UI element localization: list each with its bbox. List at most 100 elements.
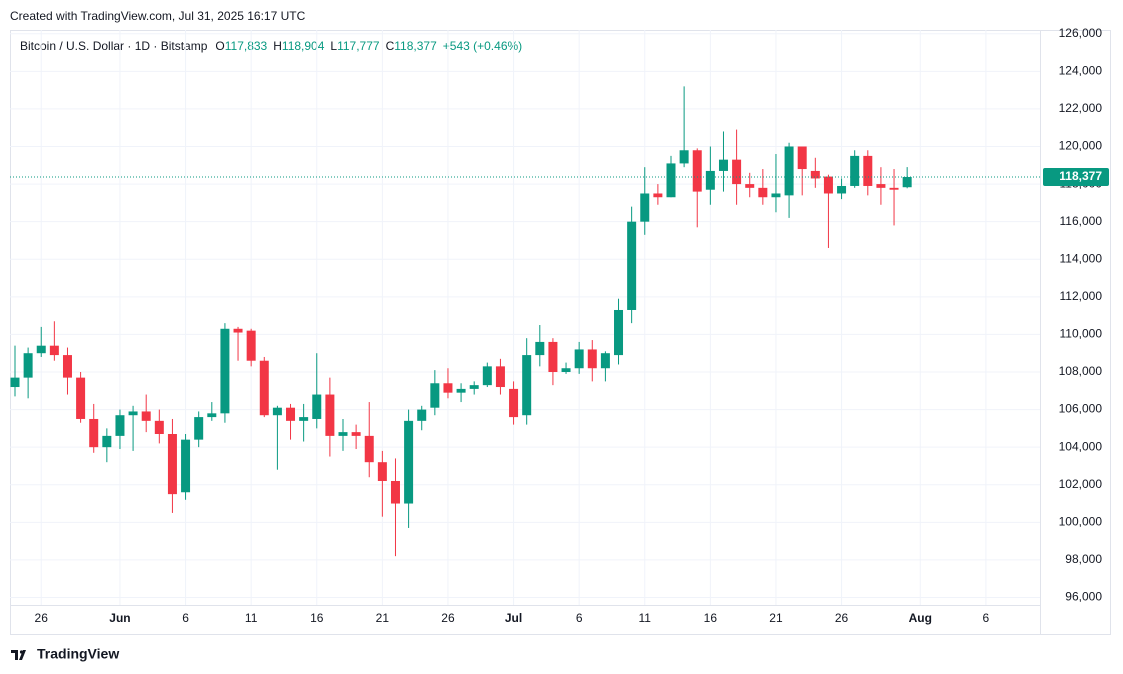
candle xyxy=(181,434,191,500)
candle-body xyxy=(272,407,282,416)
candle xyxy=(456,383,466,403)
candle-body xyxy=(705,170,715,190)
candle xyxy=(246,328,256,367)
candle-body xyxy=(784,146,794,196)
y-tick-label: 120,000 xyxy=(1059,139,1103,153)
candle xyxy=(233,326,243,361)
y-tick-label: 104,000 xyxy=(1059,439,1103,453)
candle-body xyxy=(364,435,374,463)
candle xyxy=(574,341,584,374)
candle-body xyxy=(482,366,492,386)
y-tick-label: 116,000 xyxy=(1060,214,1103,228)
y-tick-label: 114,000 xyxy=(1060,251,1103,265)
candle-body xyxy=(718,159,728,171)
candle xyxy=(561,362,571,374)
candle xyxy=(390,458,400,557)
x-tick-label: 26 xyxy=(35,611,49,625)
candle-body xyxy=(102,435,112,448)
candle xyxy=(167,418,177,513)
x-tick-label: 21 xyxy=(769,611,783,625)
candle xyxy=(810,157,820,188)
candle-body xyxy=(522,355,532,416)
candle-body xyxy=(600,353,610,369)
candle-body xyxy=(627,221,637,310)
candle-body xyxy=(286,407,296,421)
candle xyxy=(495,358,505,395)
candle xyxy=(732,129,742,205)
candle xyxy=(128,405,138,451)
candle-body xyxy=(167,434,177,495)
candle-body xyxy=(692,150,702,192)
candle xyxy=(115,409,125,450)
y-tick-label: 102,000 xyxy=(1059,477,1103,491)
candle-body xyxy=(220,328,230,414)
candle-body xyxy=(76,377,86,419)
candle-body xyxy=(312,394,322,419)
candle-body xyxy=(758,187,768,198)
candle xyxy=(784,142,794,218)
candle-body xyxy=(902,177,912,188)
candle-body xyxy=(535,341,545,356)
candle-body xyxy=(640,193,650,222)
x-tick-label: 16 xyxy=(704,611,718,625)
candle xyxy=(23,347,33,399)
candle-body xyxy=(823,176,833,194)
candle xyxy=(89,403,99,453)
legend-key: C xyxy=(386,39,395,53)
y-tick-label: 108,000 xyxy=(1059,364,1103,378)
candle-body xyxy=(259,360,269,416)
candle-body xyxy=(574,349,584,369)
x-tick-label: 6 xyxy=(182,611,189,625)
candle xyxy=(535,325,545,367)
candle-body xyxy=(561,368,571,372)
x-tick-label: 21 xyxy=(376,611,390,625)
chart-frame xyxy=(10,30,1111,635)
candle-body xyxy=(495,366,505,388)
candle xyxy=(718,131,728,192)
candle-body xyxy=(837,185,847,194)
candle-body xyxy=(49,345,59,356)
candle xyxy=(36,326,46,357)
candle-body xyxy=(614,309,624,356)
legend: Bitcoin / U.S. Dollar · 1D · Bitstamp O11… xyxy=(20,39,522,53)
candle xyxy=(745,172,755,198)
candle-body xyxy=(679,150,689,164)
candle xyxy=(823,174,833,248)
candle xyxy=(758,169,768,205)
y-tick-label: 106,000 xyxy=(1059,402,1103,416)
candle-body xyxy=(128,411,138,416)
candle xyxy=(102,428,112,463)
candle xyxy=(889,169,899,226)
candle xyxy=(653,184,663,205)
logo-dot xyxy=(19,650,24,654)
candle xyxy=(207,402,217,421)
candle-body xyxy=(548,341,558,372)
candle xyxy=(443,368,453,399)
candle xyxy=(141,394,151,433)
y-tick-label: 98,000 xyxy=(1065,552,1102,566)
candle-body xyxy=(863,155,873,186)
candle xyxy=(509,381,519,425)
candle-body xyxy=(62,355,72,378)
candle xyxy=(338,418,348,451)
candle xyxy=(194,411,204,448)
legend-value: 117,833 xyxy=(225,39,268,53)
candle-body xyxy=(246,330,256,361)
candle xyxy=(797,146,807,196)
x-tick-label: Jun xyxy=(109,611,130,625)
candle xyxy=(902,167,912,189)
last-price-tag xyxy=(1043,168,1109,187)
footer-brand: TradingView xyxy=(37,646,119,662)
candle-body xyxy=(233,328,243,333)
candle-body xyxy=(889,187,899,190)
candle xyxy=(640,167,650,235)
candle xyxy=(351,424,361,450)
candle-body xyxy=(509,388,519,418)
candle-body xyxy=(207,413,217,418)
x-tick-label: 16 xyxy=(310,611,324,625)
logo-icon xyxy=(11,650,26,660)
candle xyxy=(863,150,873,196)
candle-body xyxy=(653,193,663,198)
x-tick-label: Jul xyxy=(505,611,522,625)
candle xyxy=(76,371,86,423)
